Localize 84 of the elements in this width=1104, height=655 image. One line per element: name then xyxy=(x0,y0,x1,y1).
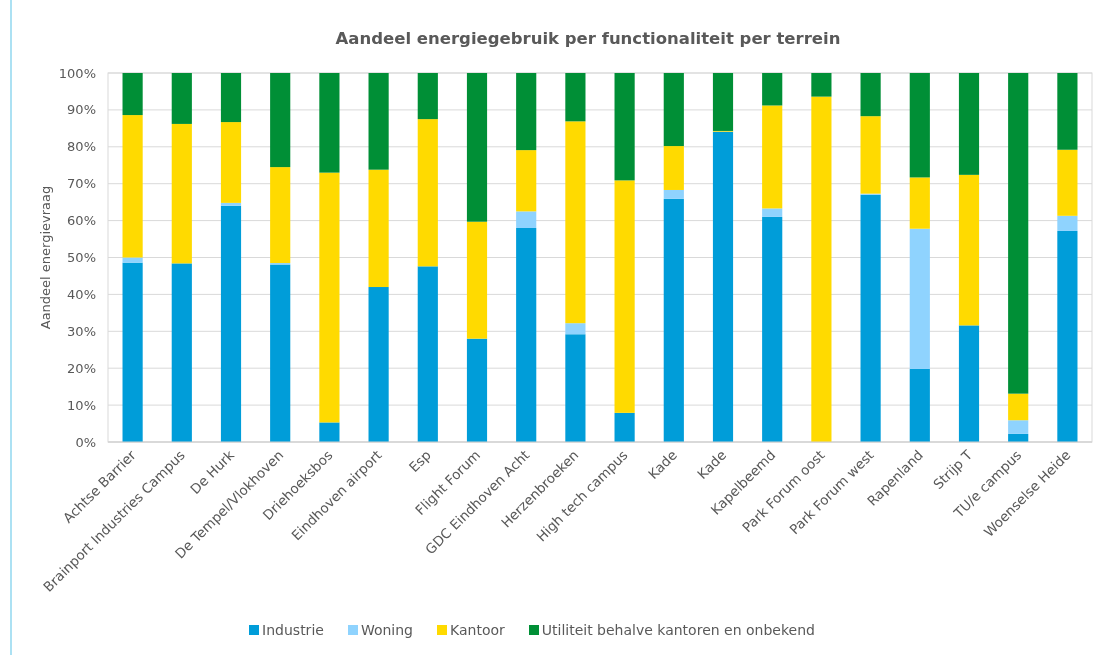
bar xyxy=(516,227,537,442)
bar xyxy=(614,180,635,413)
y-tick-label: 30% xyxy=(67,323,96,339)
bar xyxy=(122,257,143,263)
bar xyxy=(417,266,438,442)
y-tick-label: 20% xyxy=(67,360,96,376)
y-tick-label: 70% xyxy=(67,176,96,192)
bar xyxy=(220,205,242,442)
bar xyxy=(1057,215,1078,231)
bar xyxy=(762,73,783,106)
x-tick-label: Esp xyxy=(405,446,434,476)
bar xyxy=(762,216,783,442)
y-tick-label: 90% xyxy=(67,102,96,118)
bar xyxy=(762,105,783,209)
legend-label: Woning xyxy=(360,622,414,638)
y-axis-title: Aandeel energievraag xyxy=(38,185,53,330)
bar xyxy=(909,73,930,178)
bar xyxy=(516,150,537,212)
bar xyxy=(958,325,980,442)
bar xyxy=(368,169,389,288)
bar xyxy=(909,368,930,442)
bar xyxy=(171,123,192,264)
bar xyxy=(466,338,488,442)
bar xyxy=(958,174,980,326)
bar xyxy=(565,121,586,324)
bar xyxy=(220,122,242,203)
bar xyxy=(712,73,734,131)
bar xyxy=(319,73,340,173)
y-tick-label: 40% xyxy=(67,286,96,302)
bar xyxy=(171,263,192,442)
bar xyxy=(958,73,980,175)
bar xyxy=(663,73,684,147)
legend-label: Industrie xyxy=(262,622,324,638)
bar xyxy=(909,228,930,369)
y-tick-label: 100% xyxy=(58,65,96,81)
bar xyxy=(319,172,340,423)
bar xyxy=(565,334,586,442)
bar xyxy=(466,221,488,339)
bar xyxy=(860,194,881,442)
bar xyxy=(171,73,192,124)
bar xyxy=(516,211,537,228)
bar xyxy=(860,116,881,194)
bar xyxy=(122,115,143,258)
chart-title: Aandeel energiegebruik per functionaliteit per terrein xyxy=(335,29,841,48)
bar xyxy=(270,167,291,264)
bar xyxy=(516,73,537,151)
bar xyxy=(565,73,586,122)
legend-label: Kantoor xyxy=(450,622,505,638)
bar xyxy=(270,264,291,442)
bar xyxy=(614,412,635,442)
bar xyxy=(417,119,438,267)
bar xyxy=(1008,73,1029,394)
bar xyxy=(909,177,930,229)
bar xyxy=(220,73,242,123)
y-tick-label: 80% xyxy=(67,139,96,155)
bar xyxy=(368,73,389,170)
bar xyxy=(614,73,635,181)
bar xyxy=(860,73,881,117)
bar xyxy=(811,73,832,97)
bar xyxy=(220,202,242,206)
bar xyxy=(712,131,734,442)
y-tick-label: 10% xyxy=(67,397,96,413)
bar xyxy=(1057,73,1078,150)
bar xyxy=(1008,393,1029,421)
bar xyxy=(762,208,783,217)
bar xyxy=(466,73,488,222)
bar xyxy=(663,146,684,190)
bar xyxy=(417,73,438,120)
bar xyxy=(811,96,832,442)
bar xyxy=(565,323,586,335)
bar xyxy=(1008,420,1029,434)
legend-label: Utiliteit behalve kantoren en onbekend xyxy=(541,622,815,638)
bar xyxy=(122,73,143,116)
bar xyxy=(122,262,143,442)
y-tick-label: 50% xyxy=(67,250,96,266)
bar xyxy=(1057,230,1078,442)
bar xyxy=(663,189,684,199)
bar xyxy=(1057,149,1078,216)
bar xyxy=(270,73,291,168)
y-tick-label: 0% xyxy=(75,434,96,450)
bar xyxy=(319,422,340,442)
bar xyxy=(368,287,389,442)
y-tick-label: 60% xyxy=(67,213,96,229)
bar xyxy=(663,198,684,442)
